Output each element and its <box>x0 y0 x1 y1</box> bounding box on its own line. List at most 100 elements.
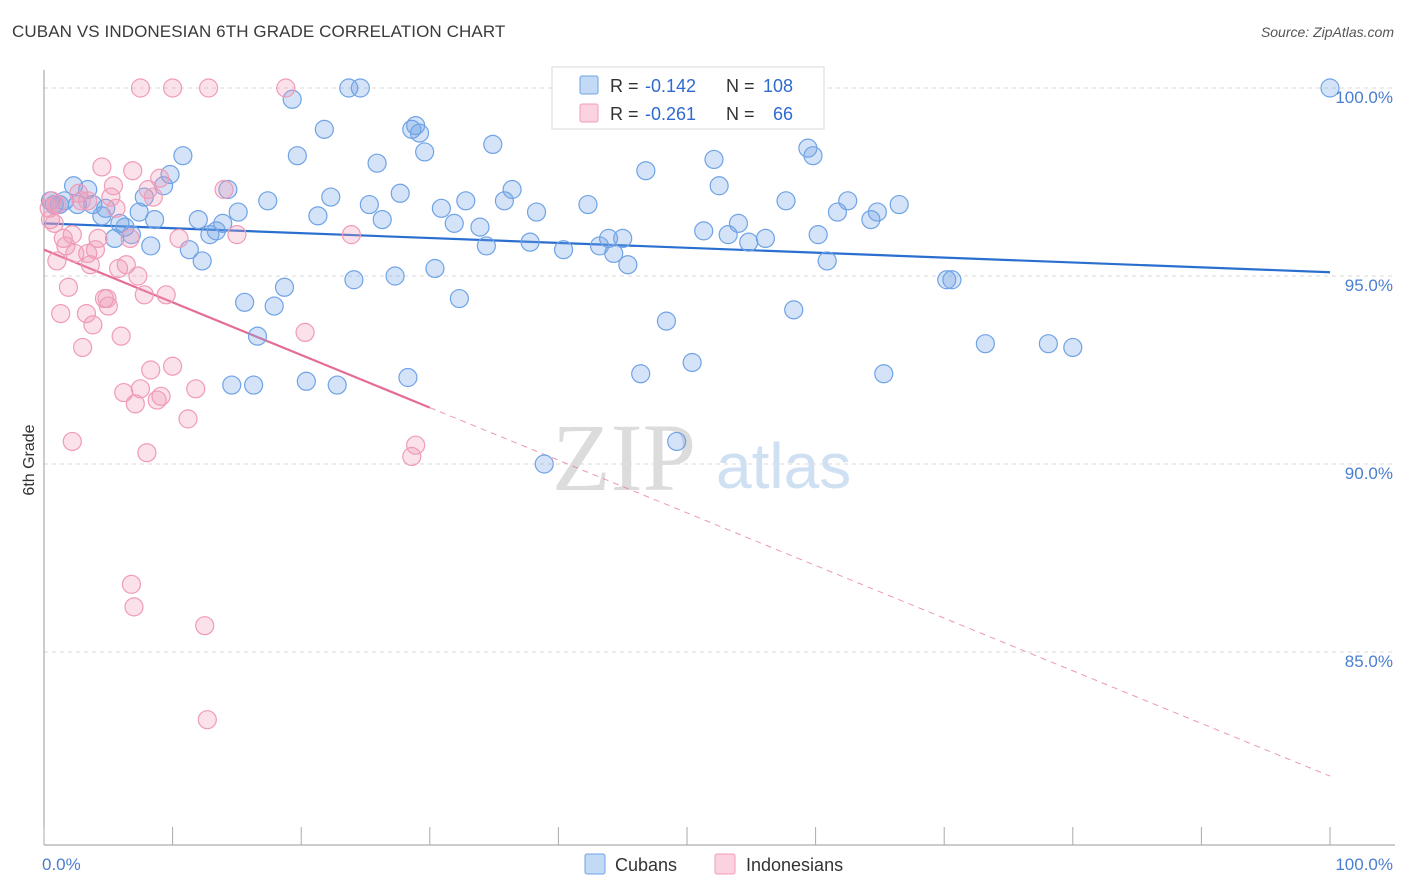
point-cubans <box>258 191 278 211</box>
point-cubans <box>598 228 619 248</box>
point-cubans <box>314 119 334 139</box>
axes <box>43 70 1395 846</box>
point-cubans <box>431 198 451 218</box>
point-indonesians <box>62 431 82 452</box>
legend-r-label: R = <box>610 76 639 96</box>
point-cubans <box>667 431 687 452</box>
point-cubans <box>287 146 307 166</box>
legend-n-label: N = <box>726 76 755 96</box>
point-cubans <box>390 183 410 203</box>
point-indonesians <box>137 443 157 463</box>
point-cubans <box>1038 334 1058 354</box>
point-cubans <box>808 225 828 245</box>
legend-swatch-cubans <box>584 853 606 875</box>
point-indonesians <box>156 285 176 305</box>
point-indonesians <box>76 304 97 324</box>
point-indonesians <box>178 409 198 429</box>
point-cubans <box>1320 78 1340 98</box>
point-indonesians <box>125 394 145 414</box>
y-tick-label: 85.0% <box>1345 652 1393 671</box>
point-indonesians <box>402 446 422 467</box>
point-indonesians <box>42 191 62 211</box>
y-axis-title: 6th Grade <box>21 424 38 495</box>
point-indonesians <box>103 176 124 196</box>
point-indonesians <box>51 304 71 324</box>
point-cubans <box>618 255 638 275</box>
legend-bottom: Cubans Indonesians <box>584 853 843 875</box>
trend-line-indonesians <box>43 248 431 409</box>
point-indonesians <box>130 379 151 399</box>
y-tick-label: 100.0% <box>1335 88 1393 107</box>
point-cubans <box>222 375 242 395</box>
point-cubans <box>520 232 540 252</box>
point-cubans <box>942 270 962 290</box>
point-cubans <box>682 352 702 373</box>
point-cubans <box>739 232 759 252</box>
trend-line-extrapolated <box>429 407 1331 777</box>
point-indonesians <box>147 390 167 410</box>
watermark-atlas: atlas <box>716 430 851 502</box>
point-indonesians <box>186 379 206 399</box>
point-cubans <box>409 123 430 143</box>
y-tick-labels: 85.0% 90.0% 95.0% 100.0% <box>1335 88 1393 671</box>
legend-n-value: 108 <box>763 76 793 96</box>
legend-label-cubans: Cubans <box>615 855 677 875</box>
point-cubans <box>444 213 464 233</box>
legend-label-indonesians: Indonesians <box>746 855 843 875</box>
point-indonesians <box>44 213 64 233</box>
point-cubans <box>367 153 387 173</box>
legend-r-value: -0.142 <box>645 76 696 96</box>
point-indonesians <box>124 597 144 617</box>
watermark-zip: ZIP <box>552 404 696 511</box>
point-cubans <box>494 191 514 211</box>
point-cubans <box>173 146 193 166</box>
point-indonesians <box>123 161 143 181</box>
point-indonesians <box>121 574 142 594</box>
watermark: ZIP atlas <box>552 404 851 511</box>
point-cubans <box>339 78 359 98</box>
point-cubans <box>213 213 233 233</box>
point-cubans <box>728 213 749 233</box>
point-cubans <box>784 300 804 320</box>
point-indonesians <box>141 360 161 380</box>
point-cubans <box>129 202 149 222</box>
point-indonesians <box>406 435 426 455</box>
x-tick-labels: 0.0% 100.0% <box>42 855 1393 874</box>
point-cubans <box>188 210 208 230</box>
point-cubans <box>344 270 364 290</box>
point-cubans <box>141 236 161 256</box>
point-cubans <box>470 217 490 237</box>
point-cubans <box>264 296 284 316</box>
point-indonesians <box>83 315 103 335</box>
legend-swatch-cubans <box>579 75 599 95</box>
point-indonesians <box>72 337 93 358</box>
point-cubans <box>160 164 180 185</box>
data-points <box>39 78 1340 730</box>
point-cubans <box>372 210 392 230</box>
point-indonesians <box>276 78 296 98</box>
point-cubans <box>449 288 469 309</box>
point-indonesians <box>341 225 361 245</box>
point-indonesians <box>199 78 219 98</box>
point-cubans <box>398 367 418 388</box>
point-cubans <box>776 191 796 211</box>
point-cubans <box>656 311 677 331</box>
point-indonesians <box>195 616 215 636</box>
point-indonesians <box>111 326 131 346</box>
point-cubans <box>228 202 248 222</box>
point-indonesians <box>80 255 100 275</box>
point-cubans <box>1063 337 1083 358</box>
point-indonesians <box>169 228 189 248</box>
point-indonesians <box>101 187 121 207</box>
point-indonesians <box>143 187 163 207</box>
point-cubans <box>192 251 212 271</box>
point-cubans <box>235 292 255 312</box>
point-cubans <box>838 191 858 211</box>
point-cubans <box>704 149 724 170</box>
point-cubans <box>144 210 165 230</box>
point-indonesians <box>71 191 91 211</box>
point-cubans <box>476 236 496 256</box>
point-indonesians <box>214 179 234 200</box>
trend-line-cubans <box>43 222 1331 274</box>
